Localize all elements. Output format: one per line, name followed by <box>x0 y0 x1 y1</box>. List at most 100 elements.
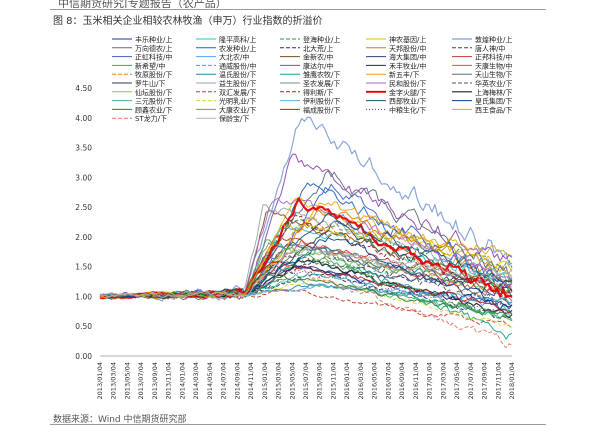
legend-label: ST龙力/下 <box>135 114 167 123</box>
legend-label: 海大集团/中 <box>389 53 426 62</box>
series-line <box>99 247 512 298</box>
legend-label: 罗牛山/下 <box>135 79 165 88</box>
legend-label: 农发种业/上 <box>219 44 256 53</box>
series-line <box>99 224 513 299</box>
legend-label: 雏鹰农牧/下 <box>303 70 340 79</box>
legend-label: 民和股份/下 <box>389 79 426 88</box>
legend-label: 新五丰/下 <box>389 70 419 79</box>
y-tick-label: 2.50 <box>75 203 92 212</box>
y-tick-label: 4.50 <box>75 84 92 93</box>
footer-rule <box>50 424 546 425</box>
legend-label: 敦煌种业/上 <box>475 35 512 44</box>
series-line <box>99 273 513 316</box>
legend-label: 双汇发展/下 <box>219 88 256 97</box>
x-tick-label: 2016/11/04 <box>412 362 420 399</box>
legend-label: 益生股份/下 <box>219 79 256 88</box>
x-tick-label: 2015/05/04 <box>288 362 296 399</box>
series-line <box>100 259 513 319</box>
legend-label: 保龄宝/下 <box>219 114 249 123</box>
legend-label: 中粮生化/下 <box>389 105 426 114</box>
legend-label: 仙坛股份/下 <box>135 88 172 97</box>
legend-label: 金字火腿/下 <box>389 88 426 97</box>
x-tick-label: 2015/01/04 <box>261 362 269 399</box>
legend-label: 西部牧业/下 <box>389 97 426 106</box>
x-tick-label: 2016/01/04 <box>343 362 351 399</box>
y-tick-label: 1.00 <box>75 292 92 301</box>
y-tick-label: 3.00 <box>75 173 92 182</box>
x-tick-label: 2013/07/04 <box>137 362 145 399</box>
legend-label: 新希望/中 <box>135 61 165 70</box>
legend-label: 通威股份/中 <box>219 61 256 70</box>
y-tick-label: 1.50 <box>75 263 92 272</box>
legend-label: 登海种业/上 <box>303 35 340 44</box>
legend-label: 伊利股份/下 <box>303 97 340 106</box>
legend-label: 北大荒/上 <box>303 44 333 53</box>
legend-label: 禾丰牧业/中 <box>389 61 426 70</box>
x-tick-label: 2018/01/04 <box>508 362 516 399</box>
legend-label: 牧原股份/下 <box>135 70 172 79</box>
x-tick-label: 2015/09/04 <box>316 362 324 399</box>
chart-series-lines <box>99 116 513 349</box>
header-fragment: 中信期货研究|专题报告（农产品） <box>58 0 227 8</box>
legend-label: 神农基因/上 <box>389 35 426 44</box>
legend-label: 皇氏集团/下 <box>475 97 512 106</box>
legend-label: 万向德农/上 <box>135 44 172 53</box>
legend-label: 西王食品/下 <box>475 105 512 114</box>
source-note: 数据来源：Wind 中信期货研究部 <box>53 415 187 425</box>
legend-label: 隆平高科/上 <box>219 35 256 44</box>
x-tick-label: 2017/03/04 <box>439 362 447 399</box>
x-tick-label: 2014/01/04 <box>178 362 186 399</box>
y-tick-label: 2.00 <box>75 233 92 242</box>
legend-label: 华英农业/下 <box>475 79 512 88</box>
x-tick-label: 2016/09/04 <box>398 362 406 399</box>
y-tick-label: 0.50 <box>75 322 92 331</box>
legend-label: 大康农业/下 <box>219 105 256 114</box>
legend-label: 天山生物/下 <box>475 70 512 79</box>
legend-label: 天康生物/中 <box>475 61 512 70</box>
x-tick-label: 2014/05/04 <box>206 362 214 399</box>
legend-label: 丰乐种业/上 <box>135 35 172 44</box>
x-tick-label: 2016/07/04 <box>384 362 392 399</box>
legend-label: 唐人神/中 <box>475 44 505 53</box>
legend-label: 正邦科技/中 <box>475 53 512 62</box>
x-tick-label: 2017/07/04 <box>467 362 475 399</box>
x-tick-label: 2016/05/04 <box>371 362 379 399</box>
y-tick-label: 0.00 <box>75 352 92 361</box>
x-tick-label: 2015/03/04 <box>275 362 283 399</box>
x-tick-label: 2014/11/04 <box>247 362 255 399</box>
x-tick-label: 2015/11/04 <box>329 362 337 399</box>
x-tick-label: 2014/07/04 <box>220 362 228 399</box>
legend-label: 上海梅林/下 <box>475 88 512 97</box>
series-line <box>99 170 513 300</box>
x-tick-label: 2013/05/04 <box>123 362 131 399</box>
series-line <box>99 252 513 305</box>
legend-label: 正虹科技/中 <box>135 53 172 62</box>
x-tick-label: 2015/07/04 <box>302 362 310 399</box>
legend-label: 三元股份/下 <box>135 97 172 106</box>
legend-label: 光明乳业/下 <box>219 97 256 106</box>
legend-label: 圣农发展/下 <box>303 79 340 88</box>
chart-axes: 0.00 0.50 1.00 1.50 2.00 2.50 3.00 3.50 4.00 4.50… <box>75 84 516 399</box>
x-tick-label: 2014/03/04 <box>192 362 200 399</box>
legend-label: 大北农/中 <box>219 53 249 62</box>
x-tick-label: 2017/09/04 <box>481 362 489 399</box>
x-tick-label: 2013/09/04 <box>151 362 159 399</box>
legend-label: 康达尔/中 <box>303 61 333 70</box>
x-tick-label: 2017/01/04 <box>426 362 434 399</box>
y-tick-label: 3.50 <box>75 144 92 153</box>
header-rule <box>50 9 546 10</box>
legend-label: 福成股份/下 <box>303 105 340 114</box>
x-tick-label: 2017/11/04 <box>494 362 502 399</box>
legend-label: 金新农/中 <box>303 53 333 62</box>
x-tick-label: 2013/01/04 <box>96 362 104 399</box>
series-line <box>99 265 513 349</box>
series-line <box>99 289 513 329</box>
x-tick-label: 2013/03/04 <box>110 362 118 399</box>
y-tick-label: 4.00 <box>75 114 92 123</box>
legend-label: 温氏股份/下 <box>219 70 256 79</box>
legend-label: 得利斯/下 <box>303 88 333 97</box>
x-tick-label: 2016/03/04 <box>357 362 365 399</box>
figure-title: 图 8：玉米相关企业相较农林牧渔（申万）行业指数的折溢价 <box>53 16 323 27</box>
